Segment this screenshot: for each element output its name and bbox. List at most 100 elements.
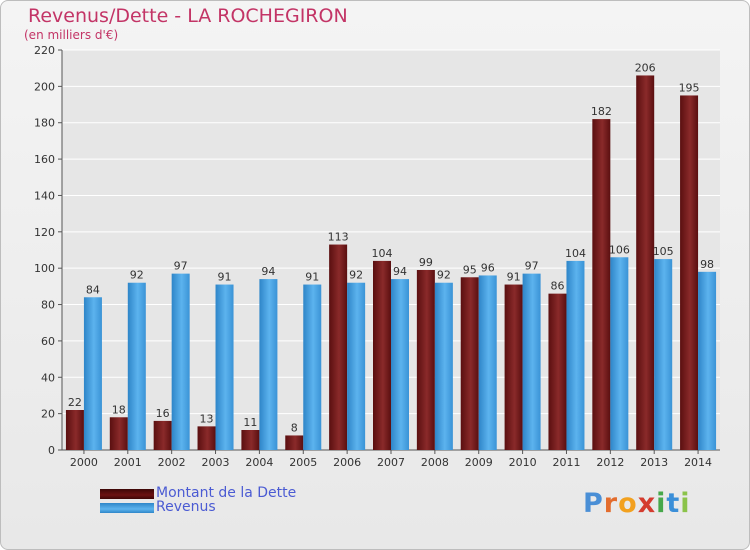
bar-dette [636,75,655,451]
bar-revenus [127,282,146,450]
bar-dette [373,260,391,450]
bar-revenus [434,282,453,450]
value-label-revenus: 92 [349,269,363,282]
bar-revenus [698,271,717,450]
bar-revenus [391,279,409,450]
legend-swatch-dette [100,489,154,499]
bar-dette [592,119,611,450]
value-label-revenus: 106 [609,243,630,256]
y-tick-label: 80 [41,299,55,312]
x-tick-label: 2001 [114,456,142,469]
bar-revenus [347,282,366,450]
value-label-dette: 8 [291,421,298,434]
value-label-revenus: 92 [437,269,451,282]
value-label-dette: 182 [591,105,612,118]
value-label-dette: 16 [156,407,170,420]
value-label-revenus: 97 [525,260,539,273]
bar-dette [460,277,479,450]
x-tick-label: 2004 [245,456,273,469]
legend-label-dette: Montant de la Dette [156,485,297,501]
x-tick-label: 2010 [509,456,537,469]
y-tick-label: 100 [34,262,55,275]
value-label-dette: 104 [372,247,393,260]
y-tick-label: 20 [41,408,55,421]
bar-dette [241,430,260,450]
y-tick-label: 160 [34,153,55,166]
value-label-revenus: 94 [261,265,275,278]
logo-letter: r [603,488,619,519]
x-tick-label: 2006 [333,456,361,469]
bar-dette [329,244,348,450]
x-tick-label: 2014 [684,456,712,469]
y-tick-label: 200 [34,80,55,93]
logo-letter: i [680,488,691,519]
bar-dette [416,270,435,450]
y-tick-label: 220 [34,44,55,57]
x-tick-label: 2002 [158,456,186,469]
value-label-dette: 22 [68,396,82,409]
logo-letter: P [583,488,604,519]
bar-revenus [522,273,541,450]
x-tick-label: 2000 [70,456,98,469]
proxiti-logo: Proxiti [583,488,691,519]
value-label-revenus: 105 [653,245,674,258]
x-tick-label: 2011 [552,456,580,469]
x-tick-label: 2009 [465,456,493,469]
value-label-revenus: 91 [218,271,232,284]
value-label-revenus: 98 [700,258,714,271]
bar-dette [109,417,128,450]
value-label-revenus: 94 [393,265,407,278]
bar-dette [65,410,84,450]
x-tick-label: 2012 [596,456,624,469]
bar-dette [548,293,567,450]
y-tick-label: 60 [41,335,55,348]
value-label-dette: 13 [200,412,214,425]
y-tick-label: 180 [34,117,55,130]
bar-dette [197,426,216,450]
bar-dette [504,284,523,450]
value-label-revenus: 104 [565,247,586,260]
chart-title: Revenus/Dette - LA ROCHEGIRON [28,5,348,27]
y-tick-label: 0 [48,444,55,457]
x-tick-label: 2013 [640,456,668,469]
bar-revenus [566,260,585,450]
bar-revenus [259,279,278,450]
logo-letter: x [637,488,657,519]
value-label-dette: 18 [112,403,126,416]
bar-revenus [303,284,322,450]
bar-revenus [83,297,102,450]
x-tick-label: 2008 [421,456,449,469]
logo-letter: o [618,488,638,519]
value-label-dette: 11 [243,416,257,429]
bar-revenus [478,275,497,450]
bar-revenus [610,257,629,450]
bar-revenus [654,259,673,450]
y-tick-label: 40 [41,371,55,384]
y-tick-label: 120 [34,226,55,239]
logo-letter: i [656,488,667,519]
chart-subtitle: (en milliers d'€) [24,28,119,42]
x-tick-label: 2007 [377,456,405,469]
legend-swatch-revenus [100,503,154,513]
bar-revenus [171,273,190,450]
logo-letter: t [666,488,681,519]
bar-dette [153,420,172,450]
legend-label-revenus: Revenus [156,499,216,515]
value-label-dette: 95 [463,263,477,276]
value-label-dette: 113 [328,231,349,244]
bar-dette [285,435,304,450]
value-label-dette: 99 [419,256,433,269]
value-label-dette: 195 [679,81,700,94]
value-label-revenus: 97 [174,260,188,273]
x-tick-label: 2003 [202,456,230,469]
value-label-dette: 91 [507,271,521,284]
y-tick-label: 140 [34,189,55,202]
value-label-revenus: 91 [305,271,319,284]
value-label-revenus: 84 [86,283,100,296]
value-label-revenus: 92 [130,269,144,282]
value-label-revenus: 96 [481,261,495,274]
x-tick-label: 2005 [289,456,317,469]
bar-revenus [215,284,234,450]
bar-dette [680,95,699,451]
value-label-dette: 206 [635,61,656,74]
